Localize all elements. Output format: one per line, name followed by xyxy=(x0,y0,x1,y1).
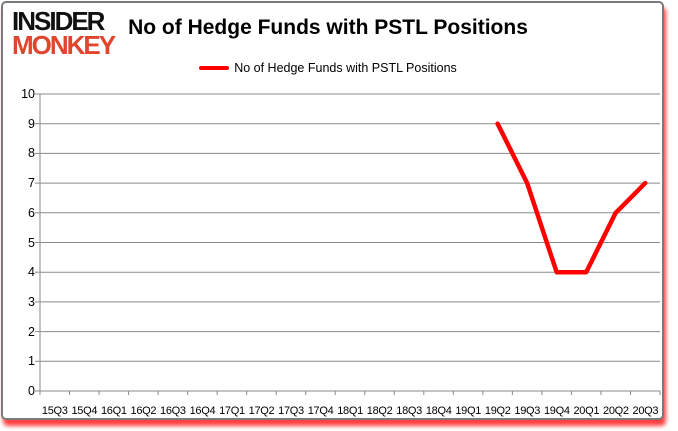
chart-legend: No of Hedge Funds with PSTL Positions xyxy=(3,61,653,75)
x-axis-label: 19Q4 xyxy=(543,405,570,417)
y-axis-label: 3 xyxy=(28,294,35,309)
x-axis-label: 16Q3 xyxy=(160,405,186,417)
chart-frame: INSIDER MONKEY No of Hedge Funds with PS… xyxy=(1,1,664,420)
x-axis-labels: 15Q3 15Q4 16Q1 16Q2 16Q3 16Q4 17Q1 17Q2 17Q3 17Q4… xyxy=(40,405,660,417)
x-axis-label: 17Q2 xyxy=(248,405,275,417)
x-axis-label: 17Q3 xyxy=(278,405,304,417)
x-axis-label: 18Q2 xyxy=(366,405,393,417)
y-axis-labels: 0 1 2 3 4 5 6 7 8 9 10 xyxy=(11,87,35,398)
x-axis-label: 16Q4 xyxy=(189,405,216,417)
x-axis-label: 18Q4 xyxy=(425,405,452,417)
x-axis-label: 16Q2 xyxy=(130,405,157,417)
y-axis-label: 5 xyxy=(28,235,35,250)
y-axis-label: 7 xyxy=(28,176,35,191)
chart-title: No of Hedge Funds with PSTL Positions xyxy=(128,16,528,39)
x-axis-label: 20Q3 xyxy=(632,405,659,417)
x-axis-label: 18Q1 xyxy=(337,405,363,417)
x-axis-label: 19Q3 xyxy=(514,405,541,417)
y-axis-label: 0 xyxy=(28,384,35,398)
series-line xyxy=(495,121,648,275)
x-axis-label: 17Q1 xyxy=(219,405,245,417)
y-axis-label: 8 xyxy=(28,146,35,161)
x-axis-label: 16Q1 xyxy=(100,405,127,417)
x-axis-label: 20Q2 xyxy=(603,405,629,417)
x-axis-label: 19Q1 xyxy=(455,405,482,417)
y-axis-label: 10 xyxy=(21,87,35,101)
y-axis-label: 4 xyxy=(28,265,35,280)
x-axis-label: 20Q1 xyxy=(573,405,600,417)
legend-line-swatch xyxy=(199,66,230,70)
logo-line-monkey: MONKEY xyxy=(12,30,116,60)
x-axis-label: 18Q3 xyxy=(396,405,422,417)
insider-monkey-logo: INSIDER MONKEY xyxy=(12,6,142,60)
y-axis-label: 2 xyxy=(28,324,35,339)
x-axis-label: 15Q3 xyxy=(41,405,68,417)
line-chart-svg xyxy=(35,93,661,395)
x-axis-label: 19Q2 xyxy=(484,405,511,417)
legend-label: No of Hedge Funds with PSTL Positions xyxy=(234,61,457,75)
x-axis-label: 15Q4 xyxy=(71,405,98,417)
plot-area xyxy=(35,93,661,395)
logo-line-insider: INSIDER xyxy=(12,6,105,36)
x-axis-label: 17Q4 xyxy=(307,405,334,417)
y-axis-label: 6 xyxy=(28,205,35,220)
y-axis-label: 9 xyxy=(28,116,35,131)
y-axis-label: 1 xyxy=(28,354,35,369)
